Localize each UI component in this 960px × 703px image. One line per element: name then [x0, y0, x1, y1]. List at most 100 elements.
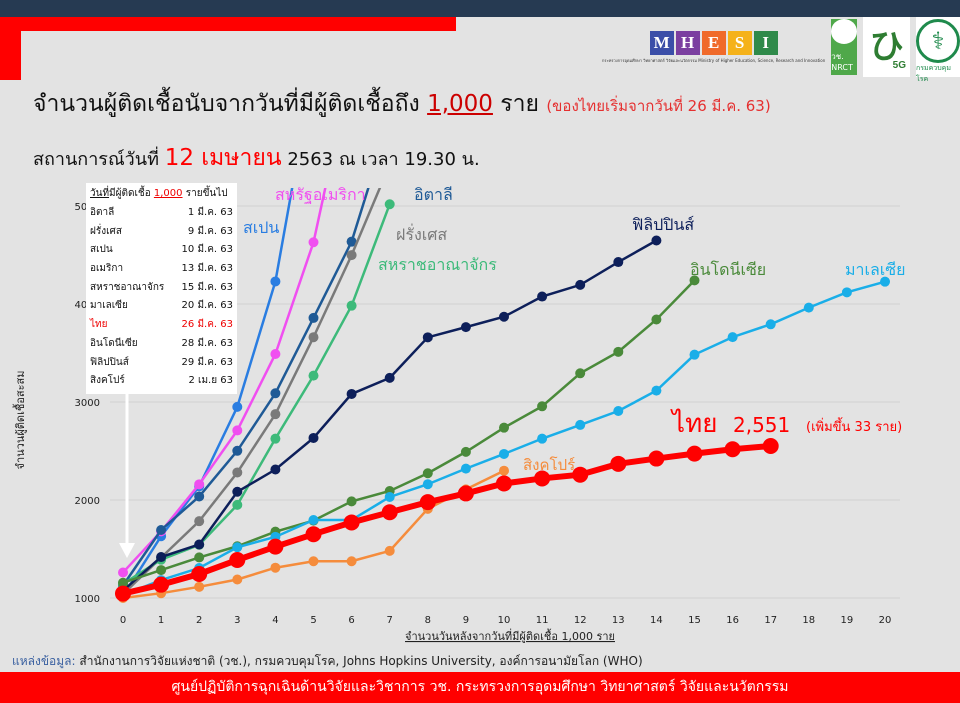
- data-point: [232, 467, 243, 478]
- data-point: [651, 235, 662, 246]
- series-9: [115, 438, 779, 602]
- page-subtitle: สถานการณ์วันที่ 12 เมษายน 2563 ณ เวลา 19…: [33, 140, 480, 176]
- data-point: [270, 433, 281, 444]
- subtitle-pre: สถานการณ์วันที่: [33, 149, 159, 170]
- subtitle-date: 12 เมษายน: [164, 145, 282, 171]
- x-tick-label: 4: [272, 615, 278, 626]
- x-tick-label: 7: [387, 615, 393, 626]
- data-point: [496, 475, 512, 492]
- data-point: [381, 504, 398, 521]
- data-point: [346, 556, 357, 567]
- data-point: [651, 314, 662, 325]
- data-point: [346, 388, 357, 399]
- row-country: อิตาลี: [90, 207, 115, 218]
- row-country: มาเลเซีย: [90, 300, 128, 312]
- data-point: [232, 542, 243, 553]
- data-point: [229, 551, 246, 568]
- data-point: [422, 468, 433, 479]
- series-label: อินโดนีเซีย: [690, 260, 766, 279]
- y-tick-label: 3000: [75, 398, 100, 409]
- data-point: [308, 556, 319, 567]
- title-number: 1,000: [427, 91, 493, 117]
- header-post: รายขึ้นไป: [185, 188, 228, 199]
- data-point: [613, 406, 624, 417]
- data-point: [308, 432, 319, 443]
- table-row: สิงคโปร์ 2 เม.ย 63: [90, 372, 233, 391]
- data-point: [575, 368, 586, 379]
- row-date: 9 มี.ค. 63: [187, 225, 233, 237]
- data-point: [613, 257, 624, 268]
- data-point: [308, 312, 319, 323]
- data-point: [384, 199, 395, 210]
- x-tick-label: 13: [612, 615, 625, 626]
- x-tick-label: 14: [650, 615, 663, 626]
- data-point: [194, 581, 205, 592]
- data-point: [270, 464, 281, 475]
- data-point: [156, 552, 167, 563]
- data-point: [460, 463, 471, 474]
- data-point: [385, 160, 395, 170]
- x-tick-label: 10: [498, 615, 511, 626]
- data-point: [384, 545, 395, 556]
- series-label: สเปน: [243, 218, 279, 237]
- table-header: วันที่มีผู้ติดเชื้อ 1,000 รายขึ้นไป: [90, 186, 233, 201]
- 5g-logo: ひ 5G: [863, 17, 910, 77]
- series-label: มาเลเซีย: [845, 260, 906, 279]
- row-country: สเปน: [90, 244, 113, 256]
- x-tick-label: 17: [764, 615, 777, 626]
- start-date-table: วันที่มีผู้ติดเชื้อ 1,000 รายขึ้นไป อิตา…: [86, 183, 237, 394]
- table-row: สเปน 10 มี.ค. 63: [90, 241, 233, 260]
- data-point: [384, 491, 395, 502]
- data-point: [765, 319, 776, 330]
- data-point: [346, 496, 357, 507]
- mhesi-letter: H: [675, 30, 700, 55]
- data-point: [346, 250, 357, 261]
- x-tick-label: 16: [726, 615, 739, 626]
- red-accent-bar: [0, 17, 456, 31]
- data-point: [689, 275, 700, 286]
- data-point: [194, 539, 205, 550]
- x-tick-label: 19: [841, 615, 854, 626]
- x-tick-label: 6: [348, 615, 354, 626]
- data-point: [156, 524, 167, 535]
- data-point: [308, 370, 319, 381]
- red-side-accent: [0, 17, 21, 80]
- data-point: [343, 514, 360, 531]
- x-tick-label: 20: [879, 615, 892, 626]
- data-point: [232, 574, 243, 585]
- data-point: [346, 236, 357, 247]
- data-point: [762, 438, 779, 455]
- x-tick-label: 15: [688, 615, 701, 626]
- row-date: 10 มี.ค. 63: [181, 244, 233, 256]
- row-date: 1 มี.ค. 63: [187, 207, 233, 218]
- data-point: [194, 479, 205, 490]
- x-tick-label: 3: [234, 615, 240, 626]
- ddc-logo: ⚕ กรมควบคุมโรค: [916, 17, 960, 83]
- table-row: อิตาลี 1 มี.ค. 63: [90, 204, 233, 223]
- series-line: [122, 203, 391, 585]
- row-date: 29 มี.ค. 63: [181, 356, 233, 368]
- row-date: 15 มี.ค. 63: [181, 281, 233, 293]
- series-label: อิตาลี: [414, 185, 453, 204]
- title-unit: ราย: [500, 91, 540, 117]
- data-point: [270, 562, 281, 573]
- x-tick-label: 5: [310, 615, 316, 626]
- data-point: [499, 465, 509, 476]
- data-point: [648, 450, 665, 467]
- footer-bar: ศูนย์ปฏิบัติการฉุกเฉินด้านวิจัยและวิชากา…: [0, 672, 960, 703]
- data-point: [499, 311, 509, 322]
- table-row: ฟิลิปปินส์ 29 มี.ค. 63: [90, 354, 233, 373]
- data-point: [118, 567, 128, 578]
- x-tick-label: 8: [425, 615, 431, 626]
- row-country: อินโดนีเซีย: [90, 337, 138, 349]
- table-row: อินโดนีเซีย 28 มี.ค. 63: [90, 335, 233, 354]
- data-point: [118, 577, 128, 588]
- data-point: [384, 372, 395, 383]
- data-point: [232, 401, 243, 412]
- row-country: อเมริกา: [90, 263, 124, 275]
- x-tick-label: 1: [158, 615, 164, 626]
- header-pre: วันที่: [90, 188, 110, 199]
